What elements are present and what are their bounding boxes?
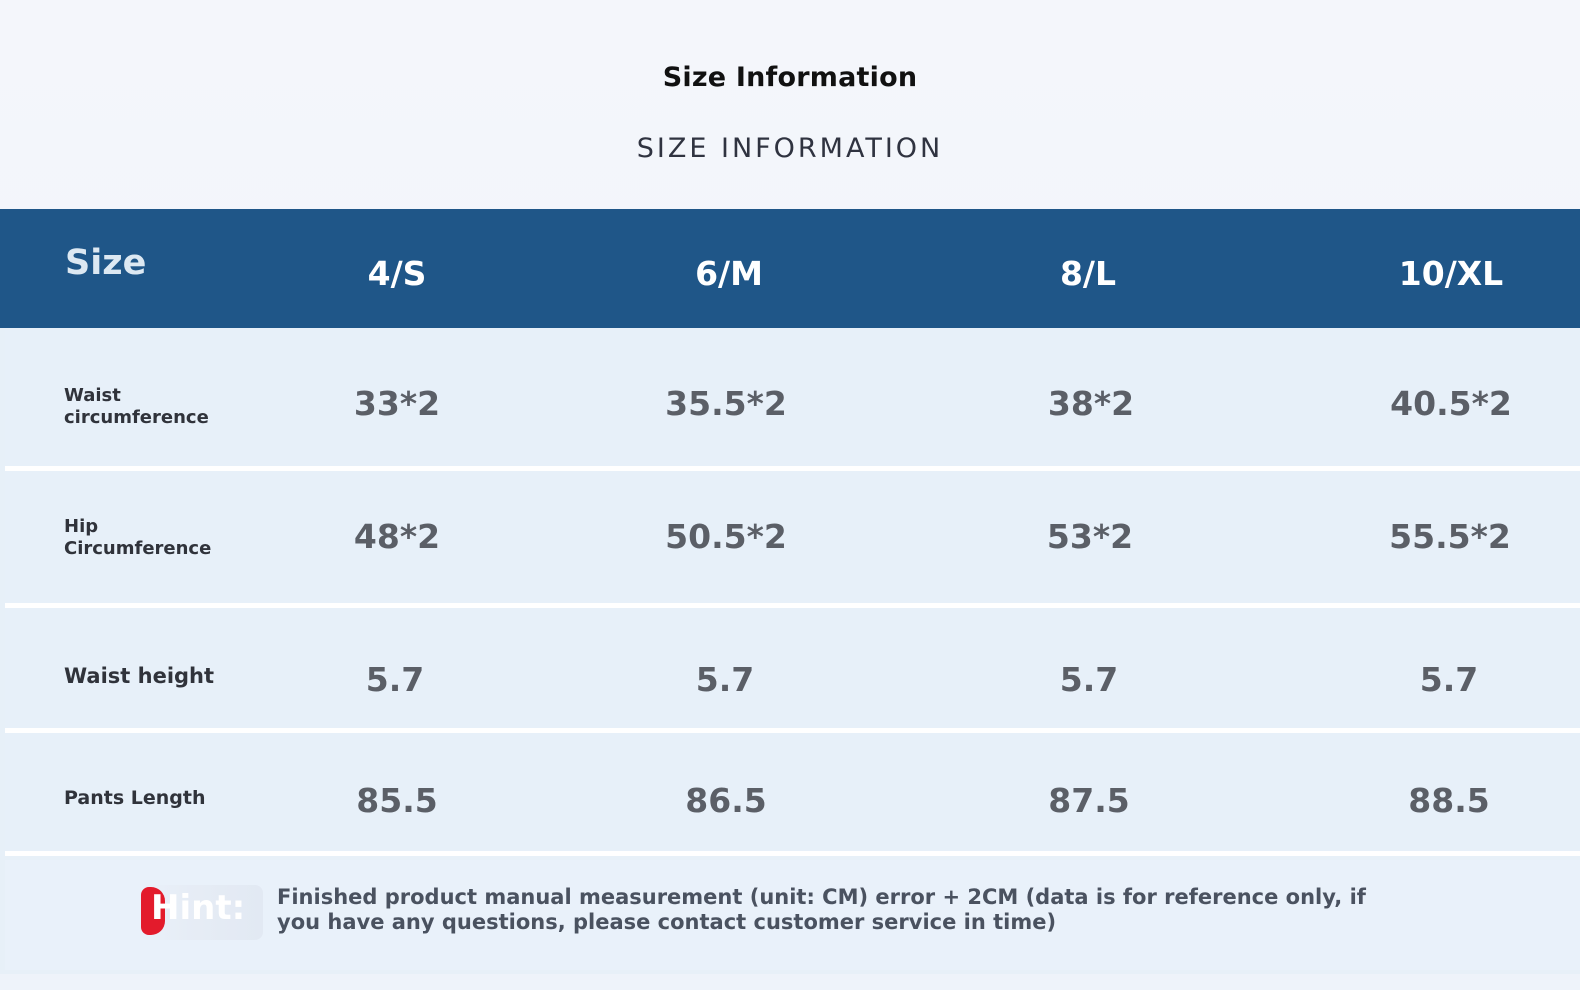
table-cell: 38*2 [1047,384,1135,423]
row-label-line: Hip [64,516,99,537]
column-header-10xl: 10/XL [1398,254,1504,293]
page-subtitle: SIZE INFORMATION [636,133,944,164]
row-label-line: circumference [64,407,209,428]
table-cell: 5.7 [1059,660,1119,699]
hint-label: Hint: [151,888,246,928]
row-label-line: Circumference [64,538,212,559]
table-row: Hip Circumference 48*2 50.5*2 53*2 55.5*… [5,471,1580,603]
table-cell: 5.7 [1419,660,1479,699]
table-cell: 33*2 [353,384,441,423]
table-header: Size 4/S 6/M 8/L 10/XL [0,209,1580,328]
table-cell: 5.7 [695,660,755,699]
table-cell: 87.5 [1048,781,1130,820]
table-cell: 50.5*2 [665,517,787,556]
row-label-waist-height: Waist height [64,664,215,688]
row-label-line: Waist [64,385,121,406]
table-cell: 85.5 [356,781,438,820]
table-cell: 35.5*2 [665,384,787,423]
row-divider [5,466,1580,471]
size-corner-label: Size [65,243,147,283]
row-label-hip-circumference: Hip Circumference [64,516,211,560]
table-cell: 88.5 [1408,781,1490,820]
table-cell: 55.5*2 [1389,517,1511,556]
hint-row: Hint: Finished product manual measuremen… [5,860,1580,970]
table-cell: 5.7 [365,660,425,699]
table-cell: 53*2 [1046,517,1134,556]
table-row: Waist circumference 33*2 35.5*2 38*2 40.… [5,328,1580,468]
column-header-8l: 8/L [1059,254,1117,293]
row-divider [5,728,1580,733]
table-cell: 40.5*2 [1390,384,1512,423]
row-divider [5,603,1580,608]
row-label-waist-circumference: Waist circumference [64,385,209,429]
hint-text: Finished product manual measurement (uni… [277,885,1366,934]
column-header-6m: 6/M [695,254,763,293]
row-label-pants-length: Pants Length [64,787,206,809]
page-title: Size Information [662,62,918,93]
size-table: Size 4/S 6/M 8/L 10/XL Waist circumferen… [0,209,1580,974]
row-divider [5,851,1580,856]
table-cell: 48*2 [353,517,441,556]
hint-accent-mark [141,887,165,935]
table-cell: 86.5 [685,781,767,820]
table-row: Waist height 5.7 5.7 5.7 5.7 [5,608,1580,728]
table-row: Pants Length 85.5 86.5 87.5 88.5 [5,733,1580,851]
column-header-4s: 4/S [367,254,427,293]
